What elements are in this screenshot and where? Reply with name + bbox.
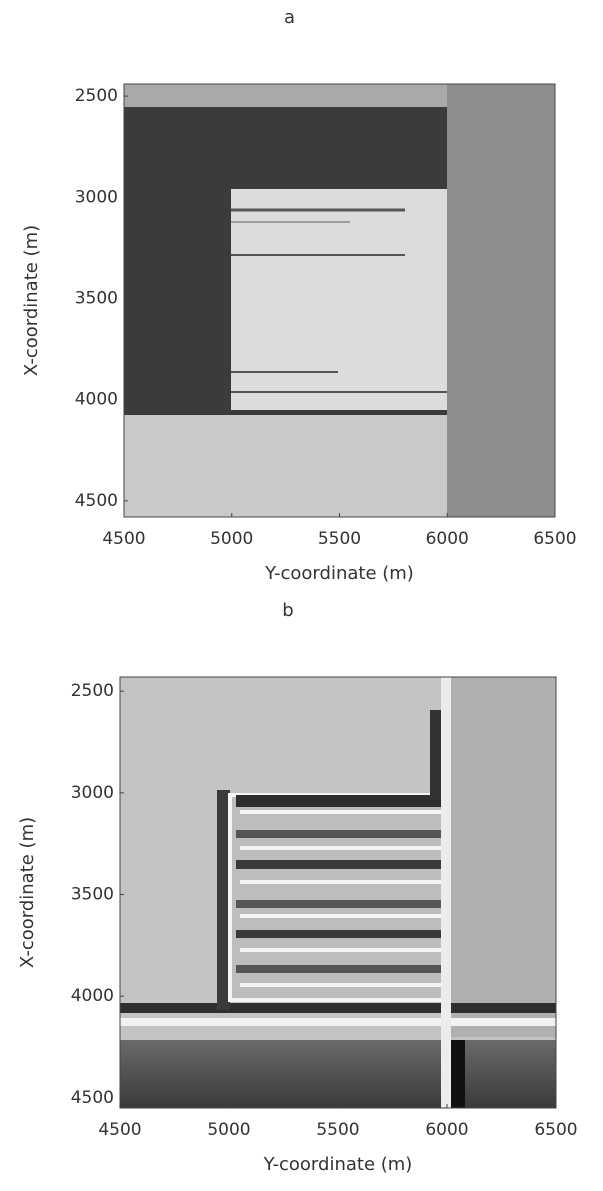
x-tick-label: 6000 [426, 529, 469, 549]
panel-label: b [282, 600, 293, 621]
x-tick-label: 5000 [210, 529, 253, 549]
y-tick-label: 3000 [75, 187, 118, 207]
x-axis-label: Y-coordinate (m) [264, 563, 414, 584]
x-tick-label: 6000 [425, 1120, 468, 1140]
y-tick-label: 4500 [75, 491, 118, 511]
y-axis-label: X-coordinate (m) [21, 225, 42, 376]
x-tick-label: 6500 [533, 529, 576, 549]
x-tick-label: 5000 [207, 1120, 250, 1140]
x-tick-label: 4500 [102, 529, 145, 549]
x-tick-label: 5500 [316, 1120, 359, 1140]
y-tick-label: 4000 [71, 986, 114, 1006]
panel-b-image [120, 677, 556, 1108]
x-axis-label: Y-coordinate (m) [263, 1154, 413, 1175]
y-tick-label: 3500 [71, 885, 114, 905]
panel-label: a [284, 7, 295, 28]
y-tick-label: 2500 [75, 86, 118, 106]
x-tick-label: 6500 [534, 1120, 577, 1140]
y-axis-label: X-coordinate (m) [17, 817, 38, 968]
y-tick-label: 4500 [71, 1088, 114, 1108]
x-tick-label: 4500 [98, 1120, 141, 1140]
y-tick-label: 3500 [75, 288, 118, 308]
panel-a-image [124, 84, 555, 517]
x-tick-label: 5500 [318, 529, 361, 549]
y-tick-label: 2500 [71, 681, 114, 701]
y-tick-label: 4000 [75, 390, 118, 410]
y-tick-label: 3000 [71, 783, 114, 803]
